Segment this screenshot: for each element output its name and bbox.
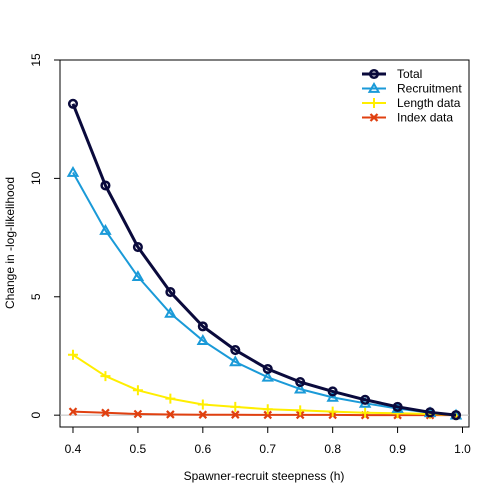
- point-marker: [229, 355, 242, 367]
- point-marker: [67, 98, 79, 109]
- point-marker: [68, 407, 78, 416]
- point-marker: [197, 399, 208, 410]
- x-tick-label: 0.7: [259, 442, 276, 456]
- legend-item: Index data: [362, 111, 453, 125]
- legend-item: Total: [362, 67, 422, 81]
- legend-label: Total: [397, 67, 422, 81]
- point-marker: [166, 410, 175, 419]
- y-tick-label: 15: [29, 53, 43, 67]
- point-marker: [295, 376, 306, 388]
- legend-item: Length data: [362, 96, 461, 110]
- y-axis-label: Change in -log-likelihood: [3, 177, 17, 309]
- x-tick-label: 0.9: [389, 442, 406, 456]
- point-marker: [360, 394, 371, 405]
- plot-frame: [59, 59, 470, 428]
- point-marker: [327, 406, 338, 417]
- point-marker: [132, 385, 143, 396]
- point-marker: [133, 409, 143, 419]
- series-layer: [66, 98, 463, 421]
- point-marker: [100, 371, 111, 382]
- point-marker: [230, 401, 241, 412]
- point-marker: [67, 349, 78, 360]
- point-marker: [369, 98, 379, 108]
- point-marker: [450, 410, 462, 421]
- point-marker: [66, 165, 80, 177]
- y-tick-label: 10: [29, 171, 43, 185]
- point-marker: [165, 393, 176, 404]
- legend-label: Recruitment: [397, 82, 462, 96]
- point-marker: [263, 410, 273, 420]
- y-tick-label: 0: [29, 412, 43, 419]
- point-marker: [326, 390, 339, 402]
- x-tick-label: 1.0: [454, 442, 471, 456]
- point-marker: [132, 242, 143, 253]
- x-tick-label: 0.4: [65, 442, 82, 456]
- point-marker: [360, 407, 371, 418]
- y-axis: 0 5 10 15: [29, 53, 60, 419]
- point-marker: [164, 306, 177, 318]
- x-tick-label: 0.5: [130, 442, 147, 456]
- point-marker: [99, 223, 112, 235]
- point-marker: [262, 404, 273, 415]
- y-tick-label: 5: [29, 293, 43, 300]
- x-tick-label: 0.6: [194, 442, 211, 456]
- point-marker: [231, 410, 240, 419]
- point-marker: [131, 270, 145, 282]
- x-axis-label: Spawner-recruit steepness (h): [184, 469, 345, 483]
- point-marker: [197, 321, 208, 332]
- x-tick-label: 0.8: [324, 442, 341, 456]
- point-marker: [230, 344, 241, 356]
- series-length-data: [67, 349, 462, 421]
- point-marker: [165, 286, 176, 298]
- legend-item: Recruitment: [362, 82, 462, 96]
- series-total: [67, 98, 462, 421]
- point-marker: [369, 113, 379, 122]
- point-marker: [101, 408, 110, 418]
- point-marker: [198, 410, 208, 419]
- point-marker: [100, 180, 111, 191]
- legend-label: Length data: [397, 96, 461, 110]
- point-marker: [261, 370, 274, 382]
- point-marker: [368, 68, 380, 80]
- series-line: [71, 103, 457, 417]
- point-marker: [295, 405, 306, 416]
- x-axis: 0.4 0.5 0.6 0.7 0.8 0.9 1.0: [65, 427, 471, 456]
- series-line: [72, 171, 457, 417]
- point-marker: [327, 386, 338, 397]
- point-marker: [367, 81, 381, 93]
- point-marker: [262, 363, 273, 375]
- legend-label: Index data: [397, 111, 453, 125]
- point-marker: [196, 334, 210, 345]
- point-marker: [424, 407, 436, 418]
- point-marker: [392, 401, 403, 412]
- point-marker: [293, 382, 307, 394]
